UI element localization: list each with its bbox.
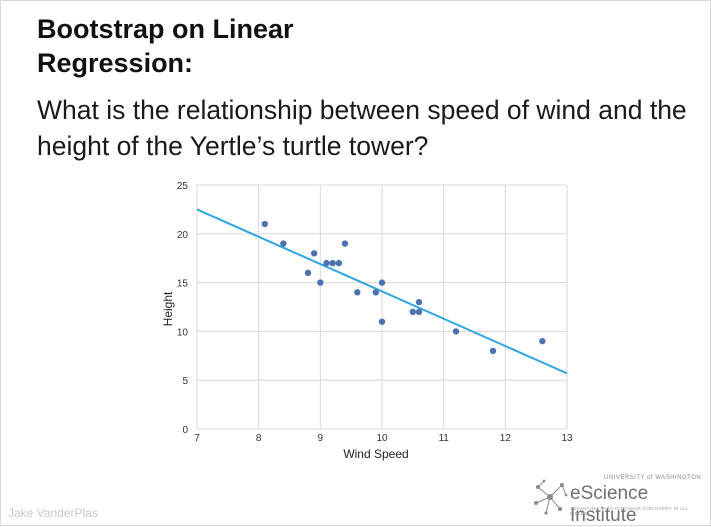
data-point [415,308,423,316]
x-tick-label: 11 [438,433,449,444]
scatter-chart: 7 8 9 10 11 12 13 0 5 10 15 20 25 Wind Speed Height [161,181,573,461]
data-point [323,259,330,267]
data-point [378,318,386,325]
data-point [310,250,318,257]
regression-line [196,208,568,375]
data-point [372,289,380,296]
author-credit: Jake VanderPlas [8,506,98,520]
x-tick-label: 8 [256,433,262,444]
y-tick-label: 5 [182,376,188,387]
data-point [261,220,269,228]
y-tick-label: 0 [182,425,188,436]
slide-question: What is the relationship between speed o… [37,95,687,161]
logo-tagline: ADVANCING DATA-INTENSIVE DISCOVERY IN AL… [570,506,689,516]
data-point [317,279,324,286]
escience-logo: UNIVERSITY of WASHINGTON eScience Instit… [532,473,707,526]
data-point [378,279,386,286]
data-point [341,240,349,247]
y-tick-label: 10 [177,327,189,338]
data-point [354,289,361,296]
x-tick-label: 9 [318,433,324,444]
y-tick-label: 20 [177,230,189,241]
data-point [415,298,423,306]
logo-university: UNIVERSITY of WASHINGTON [604,475,702,481]
data-point [280,240,287,247]
slide-title: Bootstrap on Linear Regression: [37,14,294,78]
y-axis-label: Height [161,291,175,326]
data-point [539,337,546,345]
data-point [409,308,417,316]
network-nodes-icon [534,479,568,515]
y-tick-label: 15 [177,279,189,290]
data-point [304,269,312,277]
x-tick-label: 10 [376,433,388,444]
x-axis-label: Wind Speed [343,447,408,461]
data-point [489,347,497,355]
x-tick-label: 7 [194,433,200,444]
x-tick-label: 13 [561,433,573,444]
logo-name: eScience Institute [570,483,649,526]
y-tick-label: 25 [177,181,189,192]
data-point [335,259,343,267]
x-tick-label: 12 [500,433,512,444]
data-point [329,259,336,267]
data-point [452,328,460,335]
